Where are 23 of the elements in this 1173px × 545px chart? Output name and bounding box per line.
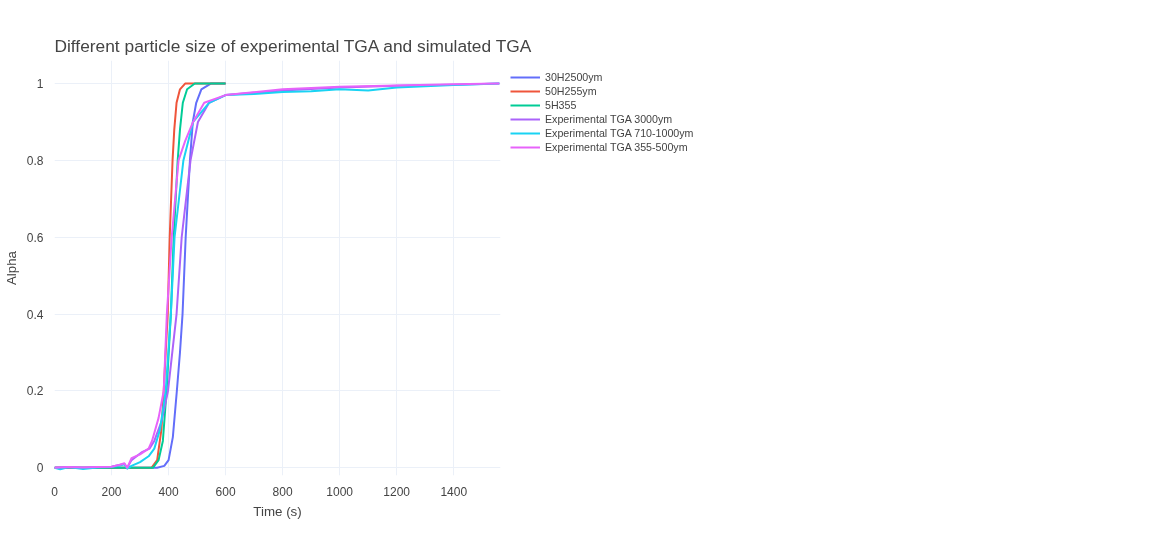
x-tick-label: 800 [272,484,293,499]
y-tick-label: 0.4 [26,307,44,322]
x-tick-label: 1400 [440,484,468,499]
y-tick-label: 0.2 [26,384,44,399]
legend-label: 5H355 [545,98,577,112]
y-tick-label: 1 [36,77,44,92]
legend-label: Experimental TGA 3000ym [545,112,673,126]
legend-label: Experimental TGA 710-1000ym [545,126,694,140]
x-tick-label: 1000 [326,484,354,499]
legend-label: Experimental TGA 355-500ym [545,140,688,154]
chart-title: Different particle size of experimental TGA and simulated TGA [54,35,532,56]
y-tick-label: 0 [36,461,44,476]
x-tick-label: 600 [215,484,236,499]
legend-label: 30H2500ym [545,70,603,84]
x-axis-title: Time (s) [253,503,302,519]
y-tick-label: 0.8 [26,153,44,168]
x-tick-label: 200 [101,484,122,499]
y-axis-title: Alpha [3,250,19,286]
legend-label: 50H255ym [545,84,597,98]
x-tick-label: 0 [51,484,59,499]
x-tick-label: 1200 [383,484,411,499]
x-tick-label: 400 [158,484,179,499]
y-tick-label: 0.6 [26,230,44,245]
